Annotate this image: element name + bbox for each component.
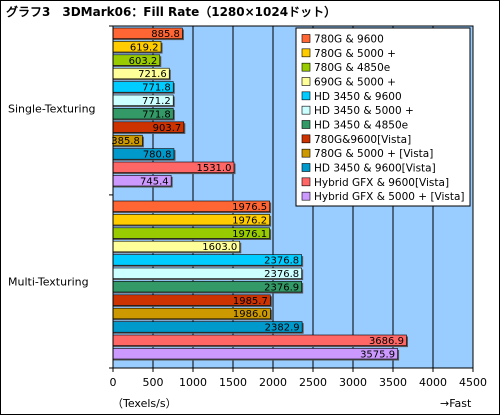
bar-value-label: 1986.0 xyxy=(233,309,268,320)
bar-value-label: 2376.8 xyxy=(264,269,299,280)
bar-value-label: 1976.1 xyxy=(232,229,267,240)
bar-value-label: 1976.5 xyxy=(232,202,267,213)
legend-swatch xyxy=(301,163,311,172)
category-label: Single-Texturing xyxy=(8,102,96,115)
legend-swatch xyxy=(301,91,311,101)
bar-value-label: 771.8 xyxy=(142,109,171,120)
bar-value-label: 903.7 xyxy=(153,123,182,134)
x-tick-label: 4000 xyxy=(419,376,447,389)
bar-value-label: 2382.9 xyxy=(265,323,300,334)
bar-value-label: 2376.8 xyxy=(264,256,299,267)
legend-swatch xyxy=(301,105,311,115)
legend-swatch xyxy=(301,62,311,72)
legend-label: 780G&9600[Vista] xyxy=(314,134,411,146)
legend-swatch xyxy=(301,191,311,201)
legend: 780G & 9600 780G & 5000 + 780G & 4850e 690G… xyxy=(295,27,471,207)
legend-swatch xyxy=(301,120,311,129)
legend-label: 780G & 9600 xyxy=(314,34,384,46)
bar-value-label: 721.6 xyxy=(138,69,167,80)
x-tick-label: 3500 xyxy=(379,376,407,389)
bar-value-label: 619.2 xyxy=(130,42,159,53)
legend-label: HD 3450 & 9600[Vista] xyxy=(314,163,436,175)
direction-note: →Fast xyxy=(440,397,472,410)
legend-box xyxy=(295,27,471,207)
legend-swatch xyxy=(301,177,311,187)
x-tick-label: 4500 xyxy=(459,376,487,389)
legend-swatch xyxy=(301,77,311,86)
legend-label: HD 3450 & 4850e xyxy=(314,120,408,132)
bar-value-label: 603.2 xyxy=(129,56,158,67)
bar xyxy=(112,334,407,346)
x-tick-label: 0 xyxy=(110,376,117,389)
category-label: Multi-Texturing xyxy=(8,275,89,288)
x-tick-label: 2500 xyxy=(299,376,327,389)
bar-value-label: 885.8 xyxy=(151,29,180,40)
x-tick-label: 500 xyxy=(143,376,164,389)
legend-swatch xyxy=(301,48,311,58)
x-axis-label: （Texels/s） xyxy=(112,397,177,410)
legend-swatch xyxy=(301,134,311,144)
x-tick-label: 3000 xyxy=(339,376,367,389)
bar-value-label: 1985.7 xyxy=(233,296,268,307)
legend-swatch xyxy=(301,148,311,158)
bar-value-label: 1976.2 xyxy=(232,215,267,226)
legend-label: HD 3450 & 5000 + xyxy=(314,105,414,117)
legend-label: Hybrid GFX & 9600[Vista] xyxy=(314,177,449,189)
bar-value-label: 771.8 xyxy=(142,83,171,94)
bar-value-label: 385.8 xyxy=(111,136,140,147)
x-tick-label: 2000 xyxy=(259,376,287,389)
legend-swatch xyxy=(301,34,311,43)
bar-value-label: 3575.9 xyxy=(360,349,395,360)
legend-label: 780G & 4850e xyxy=(314,62,390,74)
bar-value-label: 780.8 xyxy=(143,150,172,161)
x-tick-label: 1500 xyxy=(219,376,247,389)
legend-label: HD 3450 & 9600 xyxy=(314,91,402,103)
x-tick-label: 1000 xyxy=(179,376,207,389)
bar-value-label: 1531.0 xyxy=(196,163,231,174)
legend-label: 690G & 5000 + xyxy=(314,77,396,89)
chart-title: グラフ3 3DMark06：Fill Rate（1280×1024ドット） xyxy=(6,4,336,19)
legend-label: 780G & 5000 + xyxy=(314,48,396,60)
bar-value-label: 1603.0 xyxy=(202,242,237,253)
bar xyxy=(112,348,398,360)
plot-border xyxy=(112,25,474,369)
bar-value-label: 2376.9 xyxy=(264,282,299,293)
legend-label: Hybrid GFX & 5000 + [Vista] xyxy=(314,191,465,203)
legend-label: 780G & 5000 + [Vista] xyxy=(314,148,433,160)
bar-value-label: 745.4 xyxy=(140,176,169,187)
bar-value-label: 771.2 xyxy=(142,96,171,107)
bar-value-label: 3686.9 xyxy=(369,336,404,347)
